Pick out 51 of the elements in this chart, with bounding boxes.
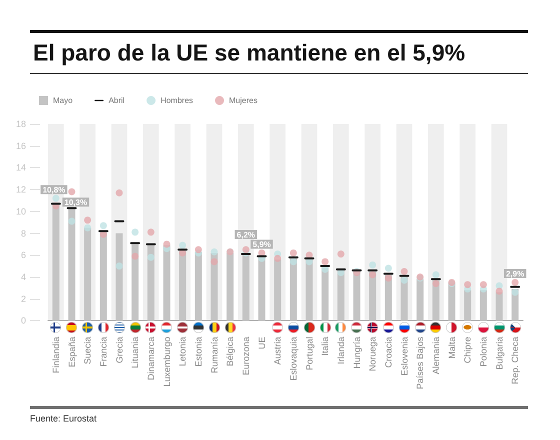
x-tick-label: Francia — [98, 336, 108, 367]
x-tick-label: Finlandia — [50, 336, 61, 374]
y-tick-label: 18 — [16, 119, 26, 129]
y-tick-label: 4 — [20, 272, 26, 282]
legend-label: Abril — [108, 96, 125, 105]
x-tick-label: Chipre — [462, 336, 473, 364]
x-tick-label: Hungría — [352, 336, 362, 369]
x-tick-label: Estonia — [193, 336, 204, 367]
y-tick-label: 8 — [20, 228, 26, 238]
x-tick-label: Países Bajos — [415, 336, 426, 390]
x-tick-label: Austria — [272, 336, 283, 365]
x-tick-label: Italia — [320, 336, 330, 356]
x-tick-label: Alemania — [430, 336, 441, 374]
legend-label: Hombres — [160, 96, 194, 105]
source-note: Fuente: Eurostat — [30, 414, 98, 424]
chart-title: El paro de la UE se mantiene en el 5,9% — [33, 40, 466, 66]
x-tick-label: Eslovaquia — [288, 336, 298, 381]
data-label: 6,2% — [236, 230, 256, 240]
x-tick-label: Croacia — [383, 336, 394, 368]
legend-label: Mayo — [53, 96, 74, 105]
x-tick-label: Irlanda — [336, 336, 346, 364]
x-tick-label: Eslovenia — [399, 336, 410, 376]
x-tick-label: Bulgaria — [494, 336, 504, 370]
legend-label: Mujeres — [229, 96, 258, 105]
y-tick-label: 6 — [20, 250, 26, 260]
data-label: 2,9% — [506, 270, 524, 279]
x-tick-label: Eurozona — [240, 336, 251, 376]
y-tick-label: 14 — [16, 162, 26, 173]
x-tick-label: Portugal — [304, 336, 314, 370]
data-label: 10,3% — [64, 198, 88, 208]
x-tick-label: Malta — [446, 336, 457, 359]
x-tick-label: Bélgica — [225, 336, 236, 366]
data-label: 5,9% — [252, 240, 271, 250]
x-tick-label: España — [66, 336, 77, 368]
y-tick-label: 16 — [16, 140, 26, 151]
x-tick-label: Rumanía — [209, 336, 220, 374]
y-tick-label: 12 — [16, 184, 26, 195]
x-tick-label: Rep. Checa — [510, 336, 520, 384]
y-tick-label: 10 — [16, 206, 26, 216]
x-tick-label: Grecia — [114, 336, 124, 364]
y-tick-label: 0 — [20, 316, 26, 326]
x-tick-label: Lituania — [130, 336, 140, 368]
x-tick-label: Letonia — [178, 336, 188, 366]
x-tick-label: Dinamarca — [146, 336, 156, 380]
data-label: 10,8% — [42, 186, 66, 195]
x-tick-label: Noruega — [368, 336, 378, 372]
x-tick-label: UE — [256, 336, 267, 350]
x-tick-label: Polonia — [478, 336, 488, 367]
y-tick-label: 2 — [20, 294, 26, 304]
x-tick-label: Luxemburgo — [162, 336, 172, 387]
x-tick-label: Suecia — [82, 336, 93, 364]
